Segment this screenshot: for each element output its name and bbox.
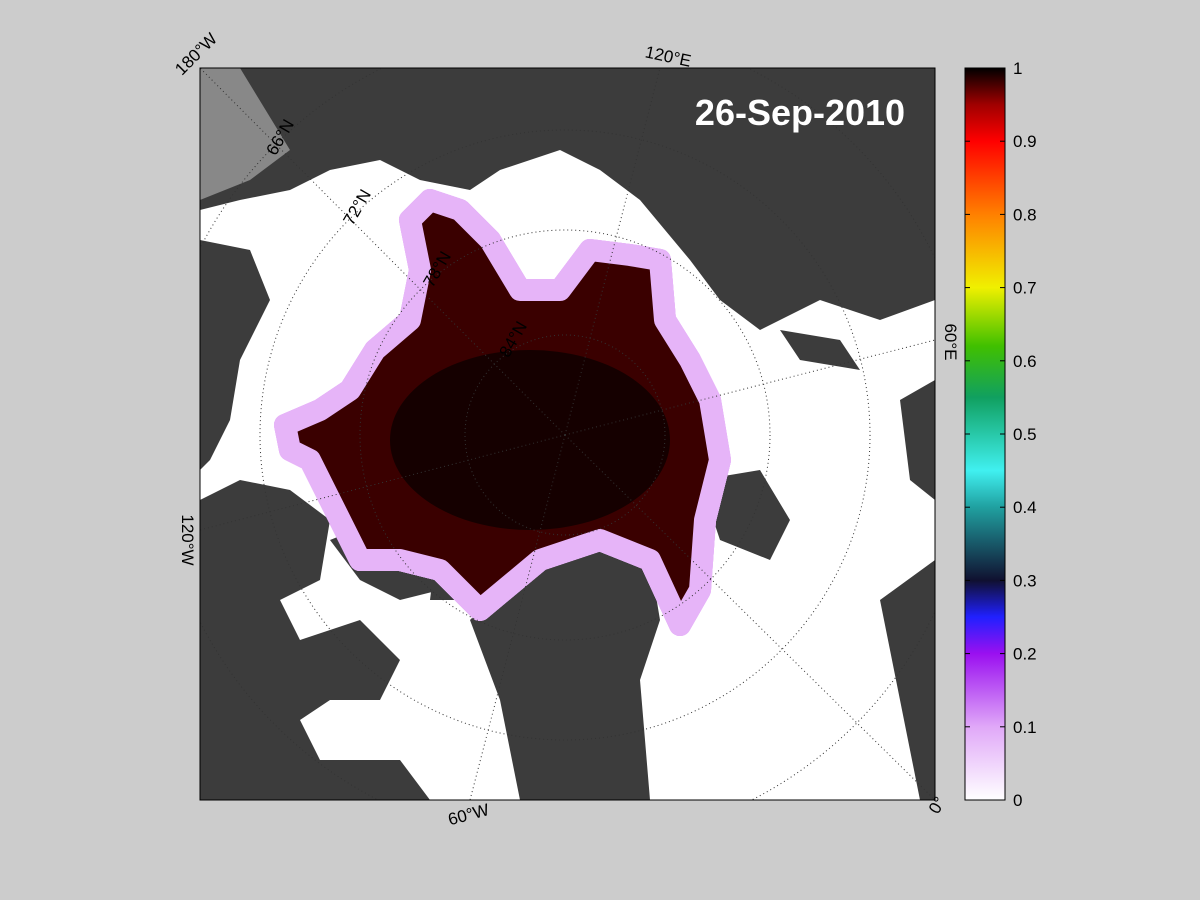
longitude-label: 120°E — [643, 42, 692, 70]
colorbar-tick-label: 0.1 — [1013, 718, 1037, 737]
colorbar-tick-label: 1 — [1013, 59, 1022, 78]
land — [700, 330, 860, 560]
map-frame — [199, 67, 936, 801]
colorbar — [964, 67, 1006, 801]
colorbar-tick-label: 0.4 — [1013, 498, 1037, 517]
colorbar-tick-label: 0.7 — [1013, 279, 1037, 298]
land — [200, 480, 430, 800]
colorbar-tick-label: 0.3 — [1013, 571, 1037, 590]
map: 66°N 72°N 78°N 84°N 26-Sep-2010 — [200, 68, 935, 800]
colorbar-tick-label: 0.5 — [1013, 425, 1037, 444]
colorbar-tick-label: 0.9 — [1013, 132, 1037, 151]
land — [200, 68, 935, 330]
colorbar-tick-label: 0.6 — [1013, 352, 1037, 371]
sea-ice — [274, 189, 731, 636]
graticule — [200, 68, 935, 800]
date-label: 26-Sep-2010 — [695, 92, 905, 133]
longitude-label: 120°W — [178, 514, 197, 565]
land — [470, 540, 660, 800]
land — [200, 68, 290, 200]
longitude-label: 60°W — [446, 800, 491, 829]
longitude-label: 60°E — [941, 323, 960, 360]
colorbar-tick-label: 0.8 — [1013, 205, 1037, 224]
land — [200, 240, 270, 470]
colorbar-tick-label: 0.2 — [1013, 645, 1037, 664]
colorbar-tick-label: 0 — [1013, 791, 1022, 810]
land — [880, 380, 935, 800]
